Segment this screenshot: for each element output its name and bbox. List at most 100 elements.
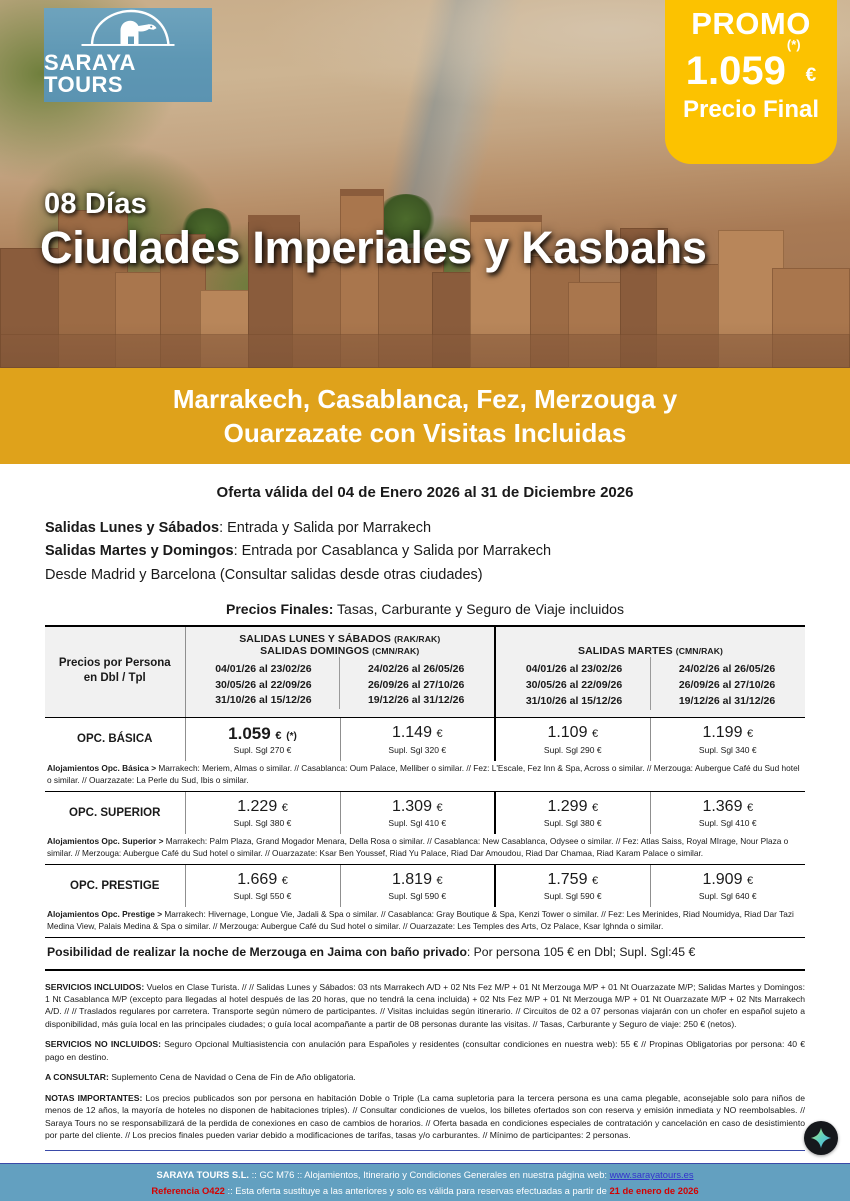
destinations-line-2: Ouarzazate con Visitas Incluidas <box>223 418 627 448</box>
row-2-price-3-currency: € <box>746 874 754 887</box>
destinations-line-1: Marrakech, Casablanca, Fez, Merzouga y <box>172 383 678 414</box>
row-2-price-0-currency: € <box>281 874 288 887</box>
promo-badge: PROMO 1.059 (*) € Precio Final <box>665 0 837 164</box>
row-2-supl-0: Supl. Sgl 550 € <box>233 891 292 902</box>
promo-label: PROMO <box>691 6 811 41</box>
rates-table: Precios por Persona en Dbl / Tpl SALIDAS… <box>45 625 805 971</box>
row-2-price-3-value: 1.909 <box>702 870 743 888</box>
hero-banner: SARAYA TOURS PROMO 1.059 (*) € Precio Fi… <box>0 0 850 368</box>
fineprint-not-included-label: SERVICIOS NO INCLUIDOS: <box>45 1039 161 1050</box>
jaima-text: : Por persona 105 € en Dbl; Supl. Sgl:45… <box>466 944 696 959</box>
row-1-price-1-value: 1.309 <box>391 797 432 815</box>
fineprint-notes-text: Los precios publicados son por persona e… <box>45 1092 805 1141</box>
row-0-price-1: 1.149 € Supl. Sgl 320 € <box>339 717 495 762</box>
row-0-supl-0: Supl. Sgl 270 € <box>233 745 292 756</box>
group2-title-code: (CMN/RAK) <box>675 646 723 657</box>
row-2-price-2: 1.759 € Supl. Sgl 590 € <box>494 864 650 908</box>
footer-reference-text: :: Esta oferta sustituye a las anteriore… <box>224 1184 610 1196</box>
footer-reference: Referencia O422 <box>151 1184 225 1196</box>
row-1-supl-1: Supl. Sgl 410 € <box>388 818 447 829</box>
fineprint-notes-label: NOTAS IMPORTANTES: <box>45 1092 143 1103</box>
row-0-price-0-currency: € <box>275 729 282 742</box>
table-row: OPC. SUPERIOR 1.229 € Supl. Sgl 380 € 1.… <box>45 791 805 835</box>
row-2-accommodation-text: Marrakech: Hivernage, Longue Vie, Jadali… <box>47 909 794 931</box>
row-1-price-2: 1.299 € Supl. Sgl 380 € <box>494 791 650 835</box>
row-0-price-2-currency: € <box>591 728 599 741</box>
row-2-accommodation-cell: Alojamientos Opc. Prestige > Marrakech: … <box>45 907 805 938</box>
fineprint-consult-label: A CONSULTAR: <box>45 1072 109 1083</box>
row-0-supl-1: Supl. Sgl 320 € <box>388 744 447 755</box>
trip-duration: 08 Días <box>44 188 147 220</box>
jaima-row: Posibilidad de realizar la noche de Merz… <box>45 937 805 971</box>
camel-arch-icon <box>81 9 175 46</box>
table-row: OPC. BÁSICA 1.059 € (*) Supl. Sgl 270 € … <box>45 717 805 762</box>
star-badge-icon[interactable] <box>804 1121 838 1155</box>
row-2-price-2-currency: € <box>591 874 599 887</box>
row-1-accommodation-text: Marrakech: Palm Plaza, Grand Mogador Men… <box>47 836 789 858</box>
group-header-tue: SALIDAS MARTES (CMN/RAK) 04/01/26 al 23/… <box>494 626 805 718</box>
footer-info-text: :: GC M76 :: Alojamientos, Itinerario y … <box>249 1169 610 1181</box>
departure-1-label: Salidas Lunes y Sábados <box>45 520 220 536</box>
jaima-label: Posibilidad de realizar la noche de Merz… <box>47 944 467 959</box>
group-header-mon-sat: SALIDAS LUNES Y SÁBADOS (RAK/RAK) SALIDA… <box>184 626 495 718</box>
group2-title: SALIDAS MARTES (CMN/RAK) <box>498 632 803 657</box>
row-0-price-0-asterisk: (*) <box>286 730 297 742</box>
fineprint-included-text: Vuelos en Clase Turista. // // Salidas L… <box>45 981 805 1029</box>
row-0-supl-3: Supl. Sgl 340 € <box>698 744 757 755</box>
row-2-price-1-value: 1.819 <box>391 870 432 888</box>
group2-title-main: SALIDAS MARTES <box>578 645 676 658</box>
row-2-price-1: 1.819 € Supl. Sgl 590 € <box>339 864 495 908</box>
page-footer: SARAYA TOURS S.L. :: GC M76 :: Alojamien… <box>0 1163 850 1201</box>
hero-bottom-shade <box>0 322 850 368</box>
departure-2-label: Salidas Martes y Domingos <box>45 543 234 560</box>
table-header-row: Precios por Persona en Dbl / Tpl SALIDAS… <box>45 626 805 718</box>
row-2-accommodation-label: Alojamientos Opc. Prestige > <box>47 909 163 920</box>
row-1-supl-0: Supl. Sgl 380 € <box>233 818 292 829</box>
group1-period-2: 24/02/26 al 26/05/26 26/09/26 al 27/10/2… <box>339 656 492 710</box>
departure-line-2: Salidas Martes y Domingos: Entrada por C… <box>45 540 805 563</box>
kasbah-silhouette <box>0 118 850 368</box>
accommodation-row: Alojamientos Opc. Superior > Marrakech: … <box>45 834 805 865</box>
row-1-price-3-currency: € <box>746 801 754 814</box>
row-2-price-0: 1.669 € Supl. Sgl 550 € <box>184 864 340 908</box>
fineprint-not-included-text: Seguro Opcional Multiasistencia con anul… <box>45 1039 805 1062</box>
departure-line-1: Salidas Lunes y Sábados: Entrada y Salid… <box>45 517 805 540</box>
group1-title-2-code: (CMN/RAK) <box>372 645 420 656</box>
row-0-accommodation-cell: Alojamientos Opc. Básica > Marrakech: Me… <box>45 761 805 792</box>
footer-company: SARAYA TOURS S.L. <box>156 1169 250 1181</box>
accommodation-row: Alojamientos Opc. Prestige > Marrakech: … <box>45 907 805 938</box>
row-1-accommodation-label: Alojamientos Opc. Superior > <box>47 836 164 847</box>
row-2-supl-2: Supl. Sgl 590 € <box>543 891 602 902</box>
row-0-price-1-currency: € <box>436 728 443 741</box>
departure-2-text: : Entrada por Casablanca y Salida por Ma… <box>233 543 552 560</box>
fineprint-section: SERVICIOS INCLUIDOS: Vuelos en Clase Tur… <box>0 971 850 1142</box>
row-1-accommodation-cell: Alojamientos Opc. Superior > Marrakech: … <box>45 834 805 865</box>
group2-period-2: 24/02/26 al 26/05/26 26/09/26 al 27/10/2… <box>650 657 803 710</box>
final-prices-note: Precios Finales: Tasas, Carburante y Seg… <box>45 601 805 617</box>
group1-title-line1: SALIDAS LUNES Y SÁBADOS (RAK/RAK) <box>188 633 493 645</box>
fineprint-notes: NOTAS IMPORTANTES: Los precios publicado… <box>45 1092 805 1142</box>
row-2-supl-3: Supl. Sgl 640 € <box>698 891 757 902</box>
corner-line-2: en Dbl / Tpl <box>83 672 146 685</box>
row-0-supl-2: Supl. Sgl 290 € <box>543 744 602 755</box>
promo-currency: € <box>805 64 817 86</box>
row-0-price-2-value: 1.109 <box>547 724 588 742</box>
footer-line-1: SARAYA TOURS S.L. :: GC M76 :: Alojamien… <box>156 1167 693 1182</box>
row-1-price-1-currency: € <box>436 801 443 814</box>
jaima-note: Posibilidad de realizar la noche de Merz… <box>45 937 805 971</box>
fineprint-consult-text: Suplemento Cena de Navidad o Cena de Fin… <box>108 1072 356 1083</box>
rates-corner-cell: Precios por Persona en Dbl / Tpl <box>45 626 185 718</box>
four-point-star-icon <box>810 1127 832 1149</box>
row-0-price-0-value: 1.059 <box>228 723 271 743</box>
row-1-price-2-value: 1.299 <box>547 797 588 815</box>
footer-website-link[interactable]: www.sarayatours.es <box>609 1169 694 1181</box>
row-2-price-2-value: 1.759 <box>547 870 588 888</box>
group2-period-1: 04/01/26 al 23/02/26 30/05/26 al 22/09/2… <box>525 663 623 707</box>
destinations-band: Marrakech, Casablanca, Fez, Merzouga y O… <box>0 368 850 464</box>
brand-logo[interactable]: SARAYA TOURS <box>44 8 212 102</box>
row-0-price-2: 1.109 € Supl. Sgl 290 € <box>494 717 650 762</box>
promo-price: 1.059 <box>685 48 786 93</box>
fineprint-not-included: SERVICIOS NO INCLUIDOS: Seguro Opcional … <box>45 1038 805 1063</box>
origin-cities: Desde Madrid y Barcelona (Consultar sali… <box>45 566 483 583</box>
row-0-accommodation-text: Marrakech: Meriem, Almas o similar. // C… <box>47 763 800 786</box>
